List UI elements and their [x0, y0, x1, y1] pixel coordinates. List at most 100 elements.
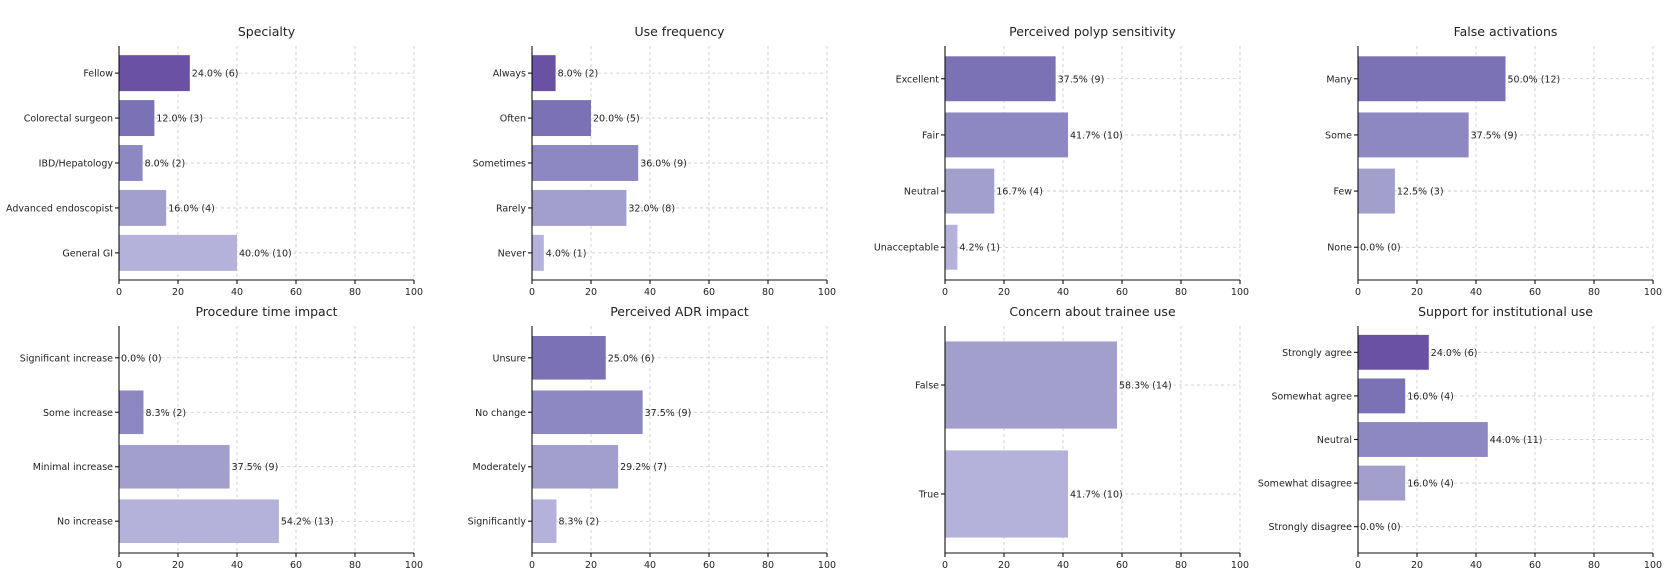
x-tick-label: 80	[1588, 287, 1600, 298]
data-label: 16.0% (4)	[1407, 479, 1454, 490]
x-tick-label: 80	[762, 560, 774, 571]
bar-true	[945, 450, 1069, 538]
x-tick-label: 20	[172, 287, 184, 298]
panel-title: Use frequency	[634, 24, 725, 39]
x-tick-label: 100	[1231, 287, 1249, 298]
bar-unsure	[532, 335, 606, 380]
bar-fellow	[119, 55, 190, 92]
x-tick-label: 80	[1175, 287, 1187, 298]
category-label: Colorectal surgeon	[24, 114, 113, 125]
x-tick-label: 40	[231, 287, 243, 298]
x-tick-label: 100	[1644, 560, 1662, 571]
x-tick-label: 60	[290, 560, 302, 571]
data-label: 37.5% (9)	[232, 462, 279, 473]
panel-perceived-adr-impact: Perceived ADR impact 0 20 40 60 80 100 Unsure 25…	[468, 304, 836, 571]
x-tick-label: 20	[585, 287, 597, 298]
data-label: 12.0% (3)	[156, 114, 203, 125]
data-label: 41.7% (10)	[1070, 489, 1123, 500]
category-label: No increase	[57, 517, 113, 528]
bar-few	[1358, 168, 1395, 214]
panel-procedure-time-impact: Procedure time impact 0 20 40 60 80 100 Signifi…	[20, 304, 423, 571]
category-label: Advanced endoscopist	[6, 203, 113, 214]
bar-fair	[945, 112, 1069, 158]
x-tick-label: 40	[644, 287, 656, 298]
category-label: Somewhat disagree	[1258, 479, 1352, 490]
x-tick-label: 20	[1411, 560, 1423, 571]
x-tick-label: 80	[1588, 560, 1600, 571]
bar-ibd-hepatology	[119, 145, 143, 181]
panel-use-frequency: Use frequency 0 20 40 60 80 100 Always 8.0% (2) O…	[473, 24, 836, 298]
data-label: 58.3% (14)	[1119, 381, 1172, 392]
bar-no-change	[532, 390, 643, 435]
data-label: 0.0% (0)	[121, 353, 162, 364]
x-tick-label: 80	[1175, 560, 1187, 571]
x-tick-label: 80	[762, 287, 774, 298]
bar-excellent	[945, 56, 1056, 102]
category-label: Some	[1325, 130, 1352, 141]
x-tick-label: 0	[116, 287, 122, 298]
data-label: 16.0% (4)	[1407, 391, 1454, 402]
x-tick-label: 0	[942, 287, 948, 298]
panel-concern-about-trainee-use: Concern about trainee use 0 20 40 60 80 100 Fal…	[915, 304, 1249, 571]
data-label: 50.0% (12)	[1508, 74, 1561, 85]
bar-false	[945, 341, 1117, 429]
category-label: Neutral	[1317, 435, 1352, 446]
x-tick-label: 0	[116, 560, 122, 571]
data-label: 32.0% (8)	[628, 203, 675, 214]
category-label: Neutral	[904, 187, 939, 198]
x-tick-label: 40	[231, 560, 243, 571]
bar-unacceptable	[945, 224, 958, 270]
x-tick-label: 20	[998, 287, 1010, 298]
x-tick-label: 20	[585, 560, 597, 571]
bar-general-gi	[119, 234, 237, 271]
category-label: Sometimes	[473, 159, 526, 170]
category-label: Significantly	[468, 517, 527, 528]
bar-neutral	[945, 168, 995, 214]
x-tick-label: 40	[1470, 287, 1482, 298]
category-label: Strongly disagree	[1269, 522, 1353, 533]
data-label: 41.7% (10)	[1070, 130, 1123, 141]
x-tick-label: 40	[1470, 560, 1482, 571]
panel-false-activations: False activations 0 20 40 60 80 100 Many 50.0% (…	[1325, 24, 1662, 298]
data-label: 25.0% (6)	[608, 353, 655, 364]
data-label: 8.0% (2)	[558, 69, 599, 80]
x-tick-label: 100	[1644, 287, 1662, 298]
x-tick-label: 100	[818, 560, 836, 571]
bar-somewhat-disagree	[1358, 465, 1406, 501]
x-tick-label: 60	[703, 287, 715, 298]
bar-never	[532, 234, 544, 271]
x-tick-label: 0	[942, 560, 948, 571]
x-tick-label: 60	[1116, 287, 1128, 298]
category-label: Some increase	[43, 408, 113, 419]
x-tick-label: 40	[644, 560, 656, 571]
category-label: Often	[500, 114, 526, 125]
bar-neutral	[1358, 422, 1488, 457]
category-label: Few	[1333, 187, 1352, 198]
bar-colorectal-surgeon	[119, 100, 155, 137]
category-label: Rarely	[496, 203, 526, 214]
data-label: 24.0% (6)	[1431, 348, 1478, 359]
data-label: 37.5% (9)	[645, 408, 692, 419]
data-label: 36.0% (9)	[640, 159, 687, 170]
data-label: 16.7% (4)	[996, 187, 1043, 198]
data-label: 37.5% (9)	[1471, 130, 1518, 141]
x-tick-label: 100	[1231, 560, 1249, 571]
data-label: 0.0% (0)	[1360, 522, 1401, 533]
panel-title: Specialty	[238, 24, 296, 39]
data-label: 44.0% (11)	[1490, 435, 1543, 446]
data-label: 8.3% (2)	[558, 517, 599, 528]
category-label: Significant increase	[20, 353, 113, 364]
data-label: 54.2% (13)	[281, 517, 334, 528]
x-tick-label: 60	[703, 560, 715, 571]
data-label: 8.0% (2)	[145, 159, 186, 170]
data-label: 20.0% (5)	[593, 114, 640, 125]
category-label: Never	[498, 248, 526, 259]
data-label: 4.2% (1)	[959, 243, 1000, 254]
category-label: Somewhat agree	[1271, 391, 1352, 402]
category-label: Fellow	[83, 69, 113, 80]
category-label: Fair	[922, 130, 939, 141]
bar-strongly-agree	[1358, 334, 1429, 370]
panel-title: Perceived polyp sensitivity	[1009, 24, 1176, 39]
category-label: Minimal increase	[33, 462, 113, 473]
